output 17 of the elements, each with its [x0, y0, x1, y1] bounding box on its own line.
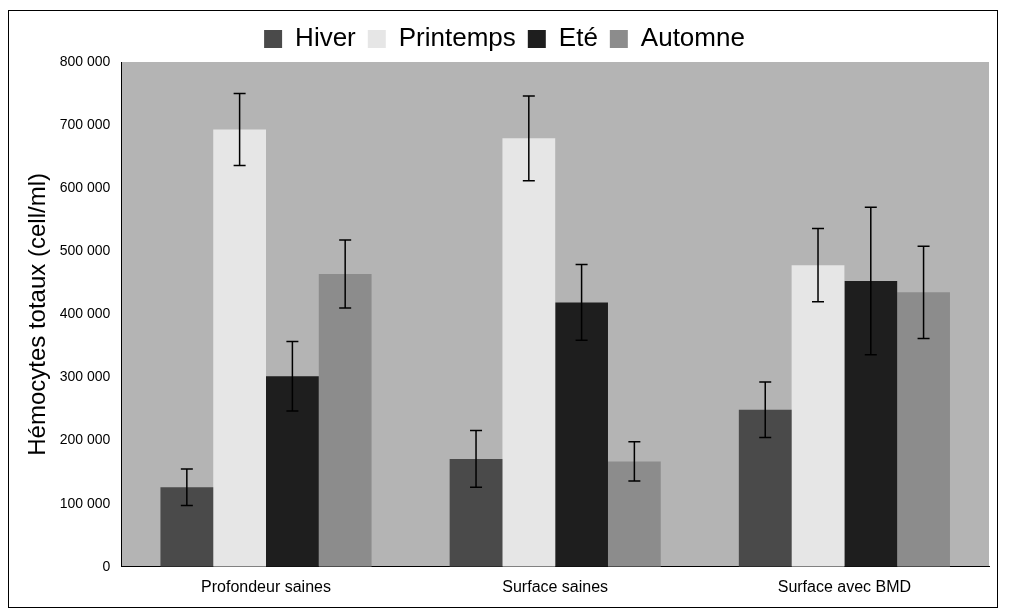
y-tick-label: 200 000	[59, 431, 111, 448]
y-tick-label: 300 000	[59, 368, 111, 385]
x-tick-label: Surface avec BMD	[777, 577, 912, 595]
y-tick-label: 700 000	[59, 115, 111, 132]
y-tick-label: 600 000	[59, 179, 111, 196]
y-tick-label: 500 000	[59, 242, 111, 259]
y-tick-label: 400 000	[59, 305, 111, 322]
y-tick-label: 0	[102, 557, 111, 574]
x-tick-label: Surface saines	[502, 577, 609, 595]
legend-label: Automne	[640, 22, 745, 53]
y-tick-label: 100 000	[59, 494, 111, 511]
legend-label: Printemps	[398, 22, 516, 53]
y-axis-title: Hémocytes totaux (cell/ml)	[23, 173, 51, 456]
y-tick-label: 800 000	[59, 52, 111, 69]
legend-label: Eté	[558, 22, 598, 53]
legend-label: Hiver	[295, 22, 357, 53]
x-tick-label: Profondeur saines	[201, 577, 331, 595]
